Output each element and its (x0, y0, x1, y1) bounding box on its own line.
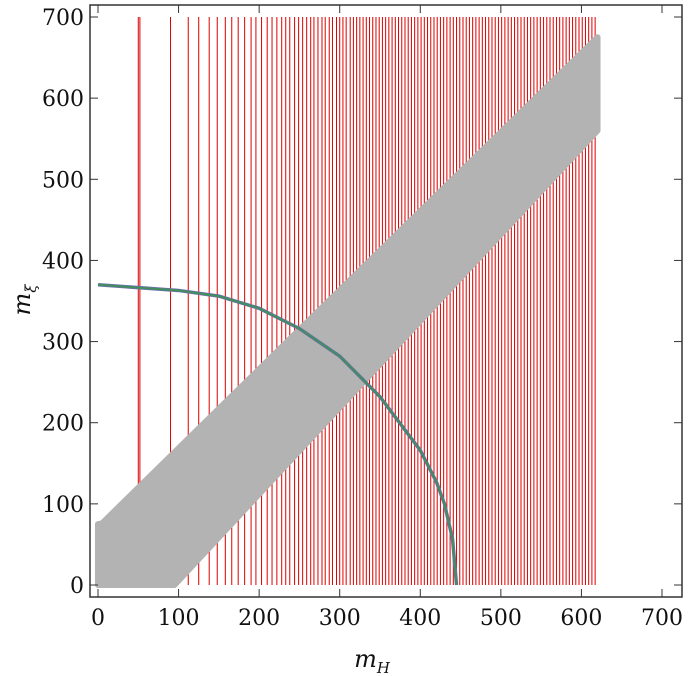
y-tick-label-700: 700 (42, 6, 84, 31)
y-tick-label-400: 400 (42, 249, 84, 274)
x-tick-label-300: 300 (319, 606, 361, 631)
x-tick-label-700: 700 (641, 606, 683, 631)
green-curve-series (97, 283, 459, 586)
x-tick-label-500: 500 (480, 606, 522, 631)
y-axis-ticks: 0 100 200 300 400 500 600 700 (42, 6, 682, 599)
x-tick-label-100: 100 (158, 606, 200, 631)
x-tick-label-400: 400 (399, 606, 441, 631)
plot-frame (89, 4, 683, 598)
y-tick-label-100: 100 (42, 493, 84, 518)
gray-band (95, 34, 601, 588)
y-tick-label-600: 600 (42, 87, 84, 112)
y-tick-label-500: 500 (42, 168, 84, 193)
x-tick-label-600: 600 (560, 606, 602, 631)
x-axis-ticks: 0 100 200 300 400 500 600 700 (91, 5, 683, 631)
x-tick-label-0: 0 (91, 606, 105, 631)
x-tick-label-200: 200 (238, 606, 280, 631)
y-tick-label-200: 200 (42, 412, 84, 437)
curve-line (97, 283, 458, 586)
y-tick-label-300: 300 (42, 331, 84, 356)
y-tick-label-0: 0 (70, 574, 84, 599)
x-axis-title: mH (354, 645, 391, 676)
gray-band-series (95, 34, 601, 588)
y-axis-title: mξ (8, 284, 40, 316)
